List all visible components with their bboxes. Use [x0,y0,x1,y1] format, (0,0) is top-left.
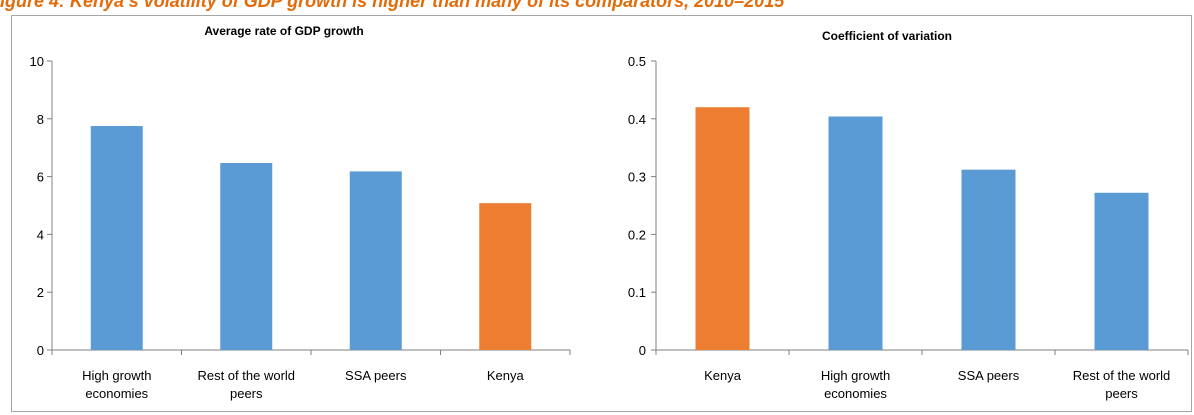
x-category-label: Rest of the world [197,368,295,383]
x-category-label: economies [824,386,887,401]
y-tick-label: 10 [30,54,44,69]
bar-rest-of-the-world-peers [1094,192,1149,350]
figure-title: igure 4: Kenya’s volatility of GDP growt… [0,0,785,11]
x-category-label: SSA peers [345,368,407,383]
x-category-label: peers [230,386,263,401]
chart-panel-1: Average rate of GDP growth 0 2 4 6 8 10 High gr… [30,24,571,401]
y-tick-label: 0.5 [628,54,646,69]
chart-title: Average rate of GDP growth [204,24,363,38]
x-category-label: High growth [82,368,151,383]
y-tick-label: 0.3 [628,170,646,185]
x-category-label: economies [85,386,148,401]
x-category-label: High growth [821,368,890,383]
x-category-label: Kenya [704,368,742,383]
chart-frame [11,15,1192,412]
y-tick-label: 4 [37,227,44,242]
x-category-label: SSA peers [958,368,1020,383]
y-tick-label: 0.4 [628,112,646,127]
y-tick-label: 8 [37,112,44,127]
bar-high-growth-economies [828,116,883,350]
x-category-label: peers [1105,386,1138,401]
x-category-label: Rest of the world [1073,368,1171,383]
bar-kenya [479,203,532,350]
bar-rest-of-the-world-peers [220,163,273,350]
bar-ssa-peers [349,171,402,350]
y-tick-label: 0 [639,343,646,358]
y-tick-label: 6 [37,170,44,185]
x-category-label: Kenya [487,368,525,383]
bar-kenya [695,107,750,351]
y-tick-label: 0 [37,343,44,358]
chart-panel-2: Coefficient of variation 0 0.1 0.2 0.3 0.4 0.5… [628,29,1189,401]
y-tick-label: 2 [37,285,44,300]
bar-high-growth-economies [90,126,143,351]
y-tick-label: 0.1 [628,285,646,300]
chart-title: Coefficient of variation [822,29,952,43]
y-tick-label: 0.2 [628,227,646,242]
bar-ssa-peers [961,169,1016,350]
